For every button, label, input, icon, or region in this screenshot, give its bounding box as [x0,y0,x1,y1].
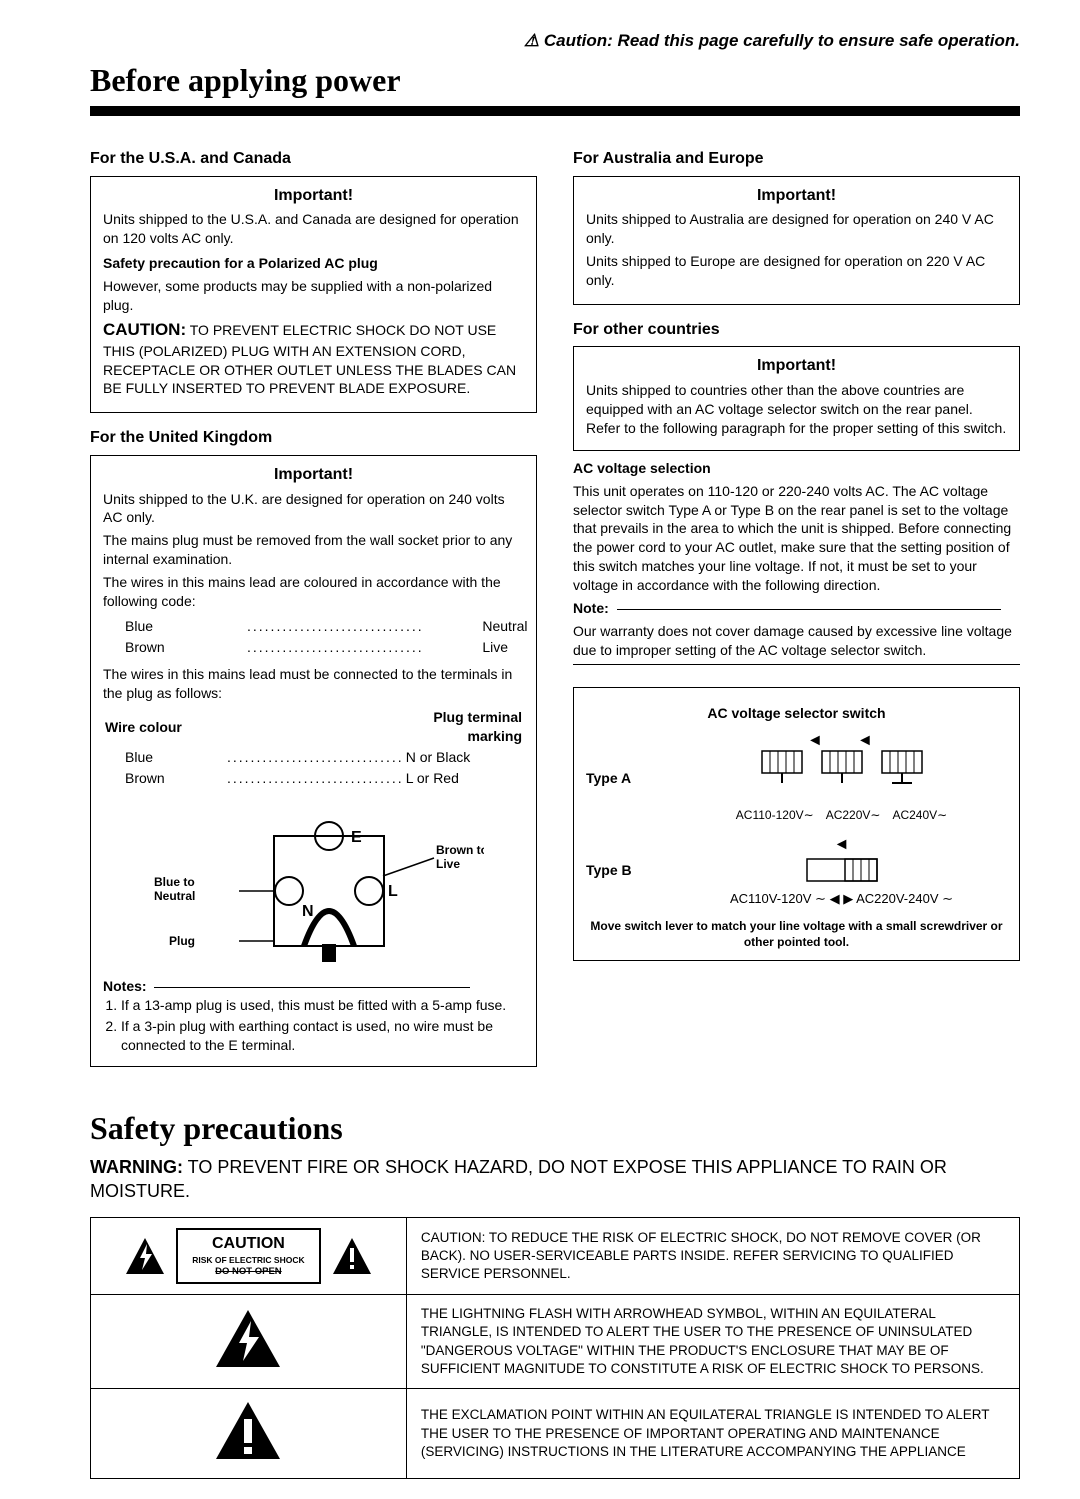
usa-p2: However, some products may be supplied w… [103,277,524,315]
caution-badge: CAUTION RISK OF ELECTRIC SHOCK DO NOT OP… [105,1228,392,1284]
uk-p2: The mains plug must be removed from the … [103,531,524,569]
usa-p1: Units shipped to the U.S.A. and Canada a… [103,210,524,248]
b-arrow-l: ◀ [830,891,840,906]
aus-p1: Units shipped to Australia are designed … [586,210,1007,248]
right-column: For Australia and Europe Important! Unit… [573,138,1020,1081]
safety-row1-text: CAUTION: TO REDUCE THE RISK OF ELECTRIC … [406,1218,1019,1295]
a-label-2: AC240V∼ [892,807,947,823]
wire-cell: Brown [105,769,225,788]
wire-col-head: Wire colour [105,708,225,746]
aus-p2: Units shipped to Europe are designed for… [586,252,1007,290]
a-label-1: AC220V∼ [826,807,881,823]
safety-table: CAUTION RISK OF ELECTRIC SHOCK DO NOT OP… [90,1217,1020,1479]
wire-cell: L or Red [406,769,522,788]
other-note-text: Our warranty does not cover damage cause… [573,622,1020,660]
safety-row3-text: THE EXCLAMATION POINT WITHIN AN EQUILATE… [406,1389,1019,1479]
usa-heading: For the U.S.A. and Canada [90,148,537,170]
title-bar [90,106,1020,116]
label-L: L [388,883,398,900]
notes-head: Notes: [103,978,147,994]
badge-t1: CAUTION [192,1233,304,1255]
uk-wires-1: Blue..............................Neutra… [123,615,544,659]
usa-sub1: Safety precaution for a Polarized AC plu… [103,254,524,273]
caution-word: CAUTION: [103,320,186,339]
a-label-0: AC110-120V∼ [736,807,814,823]
selector-title: AC voltage selector switch [586,704,1007,723]
usa-boxtitle: Important! [103,185,524,207]
warning-label: WARNING: [90,1157,183,1177]
type-a-row: Type A ◄ ◄ [586,733,1007,824]
badge-t2: RISK OF ELECTRIC SHOCK [192,1255,304,1266]
selector-box: AC voltage selector switch Type A ◄ ◄ [573,687,1020,961]
uk-heading: For the United Kingdom [90,427,537,449]
page-title: Before applying power [90,59,1020,102]
wire-cell: Neutral [482,617,542,636]
other-p1: Units shipped to countries other than th… [586,381,1007,438]
wire-col-head: Plug terminal marking [406,708,522,746]
dots: .............................. [247,617,480,636]
wire-cell: Live [482,638,542,657]
b-right: AC220V-240V ∼ [856,891,953,906]
aus-heading: For Australia and Europe [573,148,1020,170]
safety-row2-text: THE LIGHTNING FLASH WITH ARROWHEAD SYMBO… [406,1295,1019,1389]
uk-boxtitle: Important! [103,464,524,486]
exclamation-triangle-icon [331,1236,373,1276]
uk-note-1: If a 13-amp plug is used, this must be f… [121,996,524,1015]
svg-text:Plug: Plug [169,934,195,948]
uk-note-2: If a 3-pin plug with earthing contact is… [121,1017,524,1055]
dots: .............................. [247,638,480,657]
other-box: Important! Units shipped to countries ot… [573,346,1020,672]
lightning-triangle-icon [213,1307,283,1371]
exclamation-triangle-icon [213,1399,283,1463]
other-boxtitle: Important! [586,355,1007,377]
usa-caution: CAUTION: TO PREVENT ELECTRIC SHOCK DO NO… [103,319,524,399]
uk-box: Important! Units shipped to the U.K. are… [90,455,537,1068]
uk-notes: Notes: If a 13-amp plug is used, this mu… [103,977,524,1055]
type-a-label: Type A [586,769,656,788]
svg-text:Blue to: Blue to [154,875,195,889]
svg-text:◄: ◄ [807,733,823,749]
type-b-diagram [797,855,887,885]
wire-cell: Blue [105,748,225,767]
aus-boxtitle: Important! [586,185,1007,207]
selector-note: Move switch lever to match your line vol… [586,918,1007,950]
svg-text:Neutral: Neutral [154,889,195,903]
other-sub1: AC voltage selection [573,459,1020,478]
uk-p1: Units shipped to the U.K. are designed f… [103,490,524,528]
type-b-label: Type B [586,861,656,880]
dots: .............................. [227,769,404,788]
uk-p4: The wires in this mains lead must be con… [103,665,524,703]
aus-box: Important! Units shipped to Australia ar… [573,176,1020,305]
svg-text:◄: ◄ [857,733,873,749]
b-arrow-r: ▶ [843,891,853,906]
other-note: Note: Our warranty does not cover damage… [573,599,1020,665]
label-N: N [302,903,314,920]
warning-line: WARNING: TO PREVENT FIRE OR SHOCK HAZARD… [90,1155,1020,1204]
badge-t3: DO NOT OPEN [192,1266,304,1279]
b-left: AC110V-120V ∼ [730,891,826,906]
uk-plug-diagram: E L N Blue to Neutral Brown to [103,796,524,971]
usa-box: Important! Units shipped to the U.S.A. a… [90,176,537,414]
svg-text:Brown to: Brown to [436,843,484,857]
type-a-diagram: ◄ ◄ [727,733,957,803]
wire-cell: Blue [125,617,245,636]
note-head: Note: [573,600,609,616]
lightning-triangle-icon [124,1236,166,1276]
wire-cell: N or Black [406,748,522,767]
label-E: E [351,829,362,846]
uk-wires-2: Wire colour Plug terminal marking Blue...… [103,706,524,790]
other-heading: For other countries [573,319,1020,341]
top-caution-text: ⚠ Caution: Read this page carefully to e… [90,30,1020,53]
type-b-row: Type B ◄ AC110V-120V ∼ ◀ ▶ AC220V-240V ∼ [586,834,1007,908]
safety-title: Safety precautions [90,1107,1020,1150]
left-column: For the U.S.A. and Canada Important! Uni… [90,138,537,1081]
wire-cell: Brown [125,638,245,657]
svg-text:Live: Live [436,857,460,871]
uk-p3: The wires in this mains lead are coloure… [103,573,524,611]
warning-text: TO PREVENT FIRE OR SHOCK HAZARD, DO NOT … [90,1157,947,1201]
dots: .............................. [227,748,404,767]
other-p2: This unit operates on 110-120 or 220-240… [573,482,1020,595]
